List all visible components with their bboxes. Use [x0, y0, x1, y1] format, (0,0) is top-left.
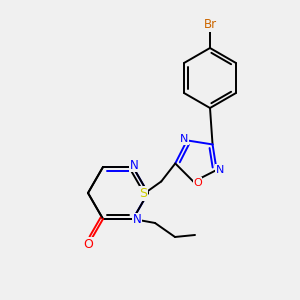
- Text: N: N: [215, 165, 224, 175]
- Text: N: N: [130, 158, 138, 172]
- Text: N: N: [180, 134, 188, 144]
- Text: Br: Br: [203, 19, 217, 32]
- Text: S: S: [139, 187, 147, 200]
- Text: O: O: [193, 178, 202, 188]
- Text: O: O: [84, 238, 93, 250]
- Text: N: N: [133, 214, 141, 226]
